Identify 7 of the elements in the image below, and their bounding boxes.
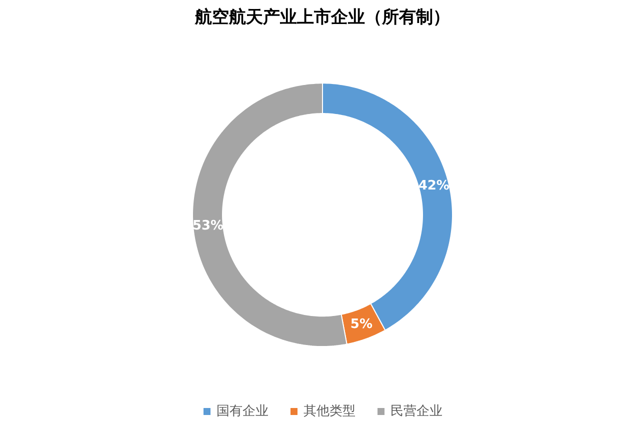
data-label: 42% xyxy=(418,178,450,194)
legend-label: 其他类型 xyxy=(304,403,356,420)
data-label: 5% xyxy=(350,316,372,332)
legend-label: 国有企业 xyxy=(216,403,268,420)
legend-label: 民营企业 xyxy=(390,403,442,420)
data-label: 53% xyxy=(192,218,224,234)
chart-title: 航空航天产业上市企业（所有制） xyxy=(194,8,450,28)
